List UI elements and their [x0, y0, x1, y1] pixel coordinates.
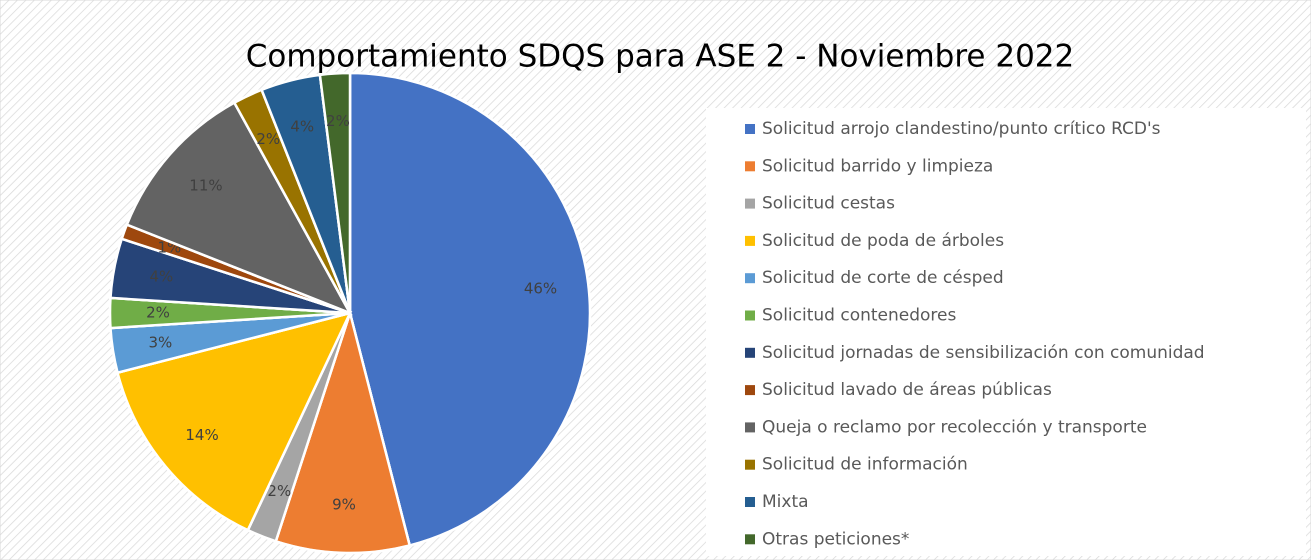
legend-label: Solicitud barrido y limpieza [762, 156, 993, 176]
legend-swatch [745, 310, 755, 321]
legend-label: Queja o reclamo por recolección y transp… [762, 417, 1147, 437]
legend-label: Solicitud jornadas de sensibilización co… [762, 343, 1205, 363]
legend-label: Solicitud cestas [762, 194, 895, 214]
legend-swatch [745, 422, 755, 433]
legend-swatch [745, 124, 755, 134]
legend-label: Solicitud de información [762, 455, 968, 475]
legend-label: Solicitud de poda de árboles [762, 231, 1004, 251]
legend-swatch [745, 534, 755, 545]
data-label: 11% [189, 177, 222, 195]
legend-swatch [745, 459, 755, 470]
legend-label: Solicitud lavado de áreas públicas [762, 380, 1052, 400]
legend-swatch [745, 273, 755, 284]
legend-swatch [745, 347, 755, 358]
data-label: 2% [326, 112, 350, 130]
legend-label: Solicitud contenedores [762, 306, 956, 326]
legend-box [706, 108, 1306, 556]
legend-label: Otras peticiones* [762, 529, 909, 549]
data-label: 3% [148, 334, 172, 352]
legend-swatch [745, 235, 755, 246]
data-label: 46% [524, 279, 557, 297]
legend-label: Mixta [762, 492, 809, 512]
legend-swatch [745, 385, 755, 396]
data-label: 4% [290, 118, 314, 136]
data-label: 2% [256, 130, 280, 148]
data-label: 2% [267, 482, 291, 500]
data-label: 14% [185, 426, 218, 444]
legend-swatch [745, 161, 755, 172]
data-label: 9% [332, 495, 356, 513]
legend-label: Solicitud de corte de césped [762, 268, 1004, 288]
legend-label: Solicitud arrojo clandestino/punto críti… [762, 119, 1161, 139]
legend-swatch [745, 497, 755, 507]
data-label: 4% [150, 268, 174, 286]
chart-title: Comportamiento SDQS para ASE 2 - Noviemb… [246, 39, 1075, 75]
legend-swatch [745, 198, 755, 209]
data-label: 2% [146, 304, 170, 322]
